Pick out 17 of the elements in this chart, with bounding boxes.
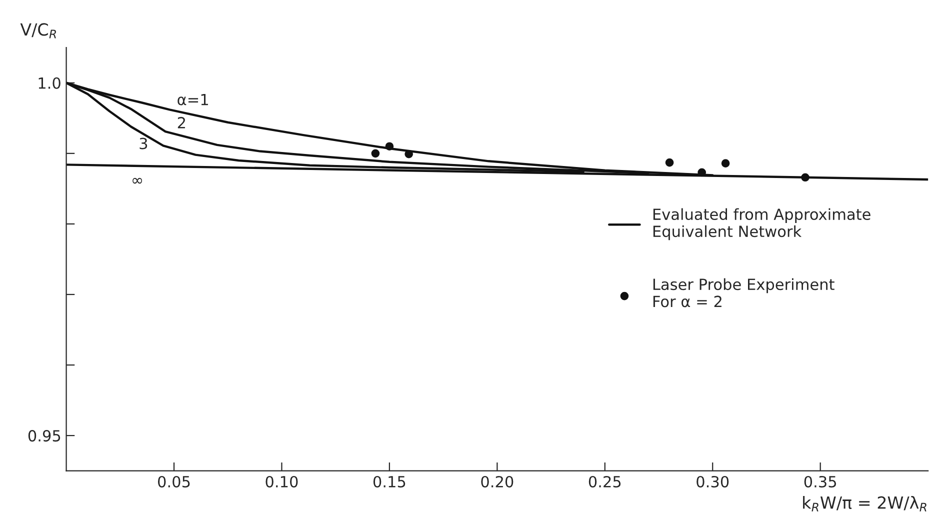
annotation: Evaluated from Approximate Equivalent Network [653, 208, 870, 240]
y-tick-label: 0.95 [28, 430, 60, 442]
series-label: 3 [140, 138, 148, 150]
x-tick-label: 0.30 [696, 476, 729, 488]
x-tick-label: 0.05 [158, 476, 190, 488]
x-tick-label: 0.10 [266, 476, 298, 488]
series-label: ∞ [132, 178, 142, 184]
y-tick-label: 1.0 [38, 77, 60, 89]
y-axis-title: V/C$_{R}$ [20, 23, 56, 38]
x-tick-label: 0.15 [373, 476, 406, 488]
legend-label: Laser Probe Experiment For α = 2 [653, 278, 834, 308]
x-tick-label: 0.20 [481, 476, 514, 488]
x-tick-label: 0.25 [588, 476, 621, 488]
series-label: α=1 [178, 94, 208, 106]
x-tick-label: 0.35 [804, 476, 836, 488]
x-axis-title: k$_{R}$W/π = 2W/λ$_{R}$ [803, 496, 926, 512]
series-label: 2 [178, 116, 185, 128]
